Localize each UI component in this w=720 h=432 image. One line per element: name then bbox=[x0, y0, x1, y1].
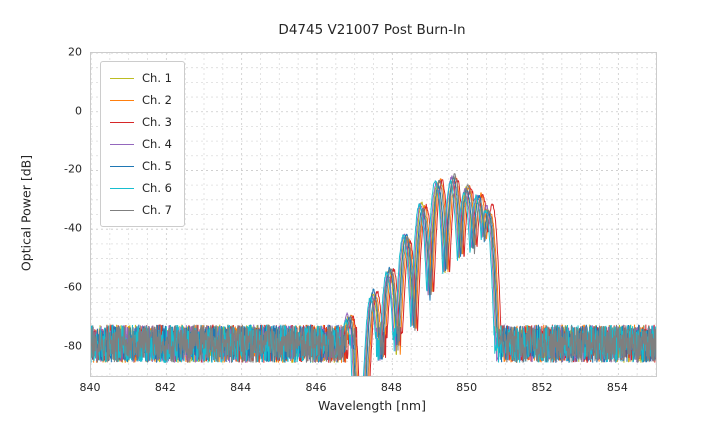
legend-line-swatch bbox=[110, 121, 134, 123]
chart-title: D4745 V21007 Post Burn-In bbox=[278, 22, 466, 38]
y-tick-label: -60 bbox=[64, 280, 82, 294]
x-axis-label: Wavelength [nm] bbox=[318, 398, 426, 413]
x-tick-label: 840 bbox=[79, 381, 101, 394]
legend-label: Ch. 4 bbox=[142, 137, 172, 151]
legend-item: Ch. 5 bbox=[110, 155, 172, 177]
chart-canvas bbox=[91, 53, 656, 376]
legend-item: Ch. 2 bbox=[110, 89, 172, 111]
legend-line-swatch bbox=[110, 209, 134, 211]
legend-label: Ch. 6 bbox=[142, 181, 172, 195]
x-tick-label: 842 bbox=[154, 381, 176, 394]
x-tick-label: 854 bbox=[606, 381, 628, 394]
y-tick-label: -80 bbox=[64, 339, 82, 353]
legend-label: Ch. 2 bbox=[142, 93, 172, 107]
legend-line-swatch bbox=[110, 187, 134, 189]
y-tick-label: 20 bbox=[68, 45, 82, 59]
legend-line-swatch bbox=[110, 77, 134, 79]
legend-line-swatch bbox=[110, 165, 134, 167]
y-tick-label: 0 bbox=[75, 104, 82, 118]
legend-label: Ch. 3 bbox=[142, 115, 172, 129]
x-tick-label: 848 bbox=[380, 381, 402, 394]
x-tick-label: 844 bbox=[230, 381, 252, 394]
legend-line-swatch bbox=[110, 143, 134, 145]
legend-item: Ch. 3 bbox=[110, 111, 172, 133]
legend-label: Ch. 7 bbox=[142, 203, 172, 217]
x-tick-label: 850 bbox=[456, 381, 478, 394]
plot-area: Ch. 1 Ch. 2 Ch. 3 Ch. 4 Ch. 5 Ch. 6 Ch. 7 bbox=[90, 52, 657, 377]
y-tick-label: -40 bbox=[64, 221, 82, 235]
y-axis-label: Optical Power [dB] bbox=[18, 154, 34, 272]
legend-item: Ch. 6 bbox=[110, 177, 172, 199]
legend-line-swatch bbox=[110, 99, 134, 101]
legend: Ch. 1 Ch. 2 Ch. 3 Ch. 4 Ch. 5 Ch. 6 Ch. 7 bbox=[100, 61, 185, 227]
legend-item: Ch. 7 bbox=[110, 199, 172, 221]
legend-label: Ch. 5 bbox=[142, 159, 172, 173]
y-tick-label: -20 bbox=[64, 162, 82, 176]
legend-item: Ch. 1 bbox=[110, 67, 172, 89]
legend-label: Ch. 1 bbox=[142, 71, 172, 85]
x-tick-label: 846 bbox=[305, 381, 327, 394]
x-tick-label: 852 bbox=[531, 381, 553, 394]
legend-item: Ch. 4 bbox=[110, 133, 172, 155]
